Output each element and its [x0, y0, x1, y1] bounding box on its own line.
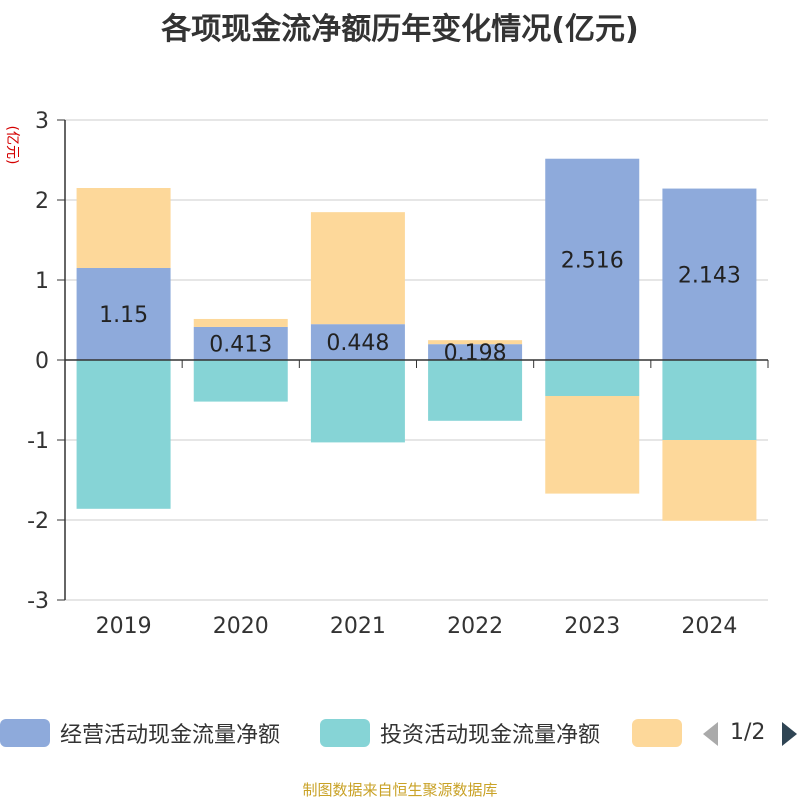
- y-tick-label: -3: [27, 589, 49, 614]
- legend-label-operating: 经营活动现金流量净额: [60, 723, 281, 748]
- data-label-2020: 0.413: [209, 332, 272, 357]
- y-tick-label: -1: [27, 429, 49, 454]
- data-labels: 1.15 0.413 0.448 0.198 2.516 2.143: [99, 248, 741, 366]
- bar-2022-series-1: [428, 360, 523, 421]
- legend-prev-page-icon[interactable]: [700, 720, 722, 748]
- bar-2020-series-1: [193, 360, 288, 402]
- bar-2022-series-0: [428, 344, 523, 360]
- y-tick-label: 0: [35, 349, 49, 374]
- x-tick-label-2020: 2020: [213, 614, 269, 639]
- data-label-2019: 1.15: [99, 303, 148, 328]
- bar-2019-series-1: [76, 360, 171, 509]
- data-label-2021: 0.448: [326, 331, 389, 356]
- bar-2019-series-0: [76, 268, 171, 360]
- legend: 经营活动现金流量净额 投资活动现金流量净额 1/2: [0, 716, 800, 756]
- bar-2021-series-1: [310, 360, 405, 443]
- bar-2021-series-0: [310, 324, 405, 360]
- data-label-2022: 0.198: [444, 341, 507, 366]
- bar-2023-series-0: [545, 158, 640, 360]
- source-note: 制图数据来自恒生聚源数据库: [302, 781, 498, 799]
- data-label-2023: 2.516: [561, 248, 624, 273]
- bar-2022-series-2: [428, 340, 523, 345]
- x-tick-label-2021: 2021: [330, 614, 386, 639]
- legend-item-investing[interactable]: 投资活动现金流量净额: [320, 716, 600, 750]
- y-tick-label: 3: [35, 109, 49, 134]
- axes: -3 -2 -1 0 1 2 3 2019 2020 2021 2022 2023 2024: [27, 109, 769, 639]
- bar-group: [76, 158, 757, 521]
- x-tick-label-2022: 2022: [447, 614, 503, 639]
- data-label-2024: 2.143: [678, 263, 741, 288]
- bar-2023-series-1: [545, 360, 640, 396]
- y-tick-label: 2: [35, 189, 49, 214]
- y-tick-label: 1: [35, 269, 49, 294]
- legend-swatch-financing: [632, 719, 682, 747]
- x-tick-label-2024: 2024: [681, 614, 737, 639]
- bar-2021-series-2: [310, 212, 405, 325]
- legend-swatch-investing: [320, 719, 370, 747]
- bar-2020-series-0: [193, 326, 288, 360]
- gridlines: [65, 119, 768, 601]
- legend-label-investing: 投资活动现金流量净额: [380, 723, 601, 748]
- chart-area: -3 -2 -1 0 1 2 3 2019 2020 2021 2022 2023 2024 1.15 0…: [4, 109, 769, 639]
- bar-2019-series-2: [76, 188, 171, 268]
- legend-swatch-operating: [0, 719, 50, 747]
- legend-item-financing[interactable]: [632, 716, 682, 750]
- bar-2024-series-2: [662, 440, 757, 521]
- bar-2023-series-2: [545, 396, 640, 494]
- legend-page-indicator: 1/2: [730, 720, 766, 745]
- legend-next-page-icon[interactable]: [778, 720, 800, 748]
- legend-item-operating[interactable]: 经营活动现金流量净额: [0, 716, 280, 750]
- bar-2020-series-2: [193, 318, 288, 327]
- bar-2024-series-0: [662, 188, 757, 360]
- x-tick-label-2019: 2019: [96, 614, 152, 639]
- bar-2024-series-1: [662, 360, 757, 440]
- x-tick-label-2023: 2023: [564, 614, 620, 639]
- chart-title: 各项现金流净额历年变化情况(亿元): [161, 12, 639, 47]
- y-axis-title: (亿元): [4, 126, 20, 165]
- y-tick-label: -2: [27, 509, 49, 534]
